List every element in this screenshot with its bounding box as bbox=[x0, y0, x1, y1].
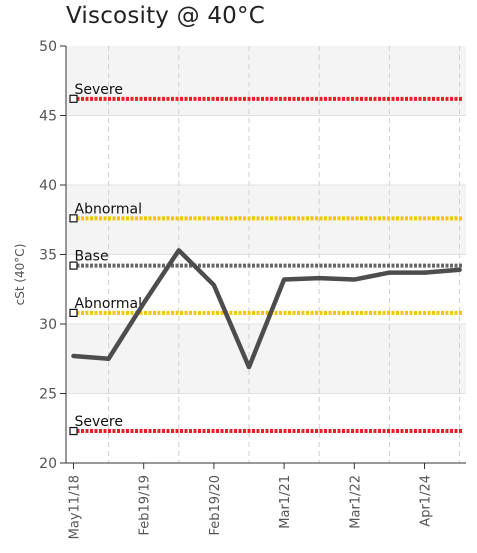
limit-label: Base bbox=[75, 249, 109, 265]
x-tick-label: Mar1/21 bbox=[278, 475, 293, 529]
limit-label: Severe bbox=[75, 82, 123, 98]
x-tick-label: Mar1/22 bbox=[348, 475, 363, 529]
y-tick-label: 50 bbox=[39, 39, 57, 55]
grid-band bbox=[66, 46, 466, 116]
y-tick-label: 25 bbox=[39, 387, 57, 403]
x-tick-label: Feb19/20 bbox=[208, 475, 223, 535]
y-tick-label: 35 bbox=[39, 248, 57, 264]
x-tick-label: May11/18 bbox=[68, 475, 83, 539]
limit-label: Abnormal bbox=[75, 201, 143, 217]
y-tick-label: 30 bbox=[39, 317, 57, 333]
y-tick-label: 45 bbox=[39, 109, 57, 125]
x-tick-label: Apr1/24 bbox=[419, 475, 434, 527]
y-axis-title: cSt (40°C) bbox=[13, 244, 27, 306]
x-tick-label: Feb19/19 bbox=[138, 475, 153, 535]
limit-label: Abnormal bbox=[75, 296, 143, 312]
chart-title: Viscosity @ 40°C bbox=[66, 3, 265, 29]
y-tick-label: 20 bbox=[39, 456, 57, 472]
y-tick-label: 40 bbox=[39, 178, 57, 194]
limit-label: Severe bbox=[75, 414, 123, 430]
